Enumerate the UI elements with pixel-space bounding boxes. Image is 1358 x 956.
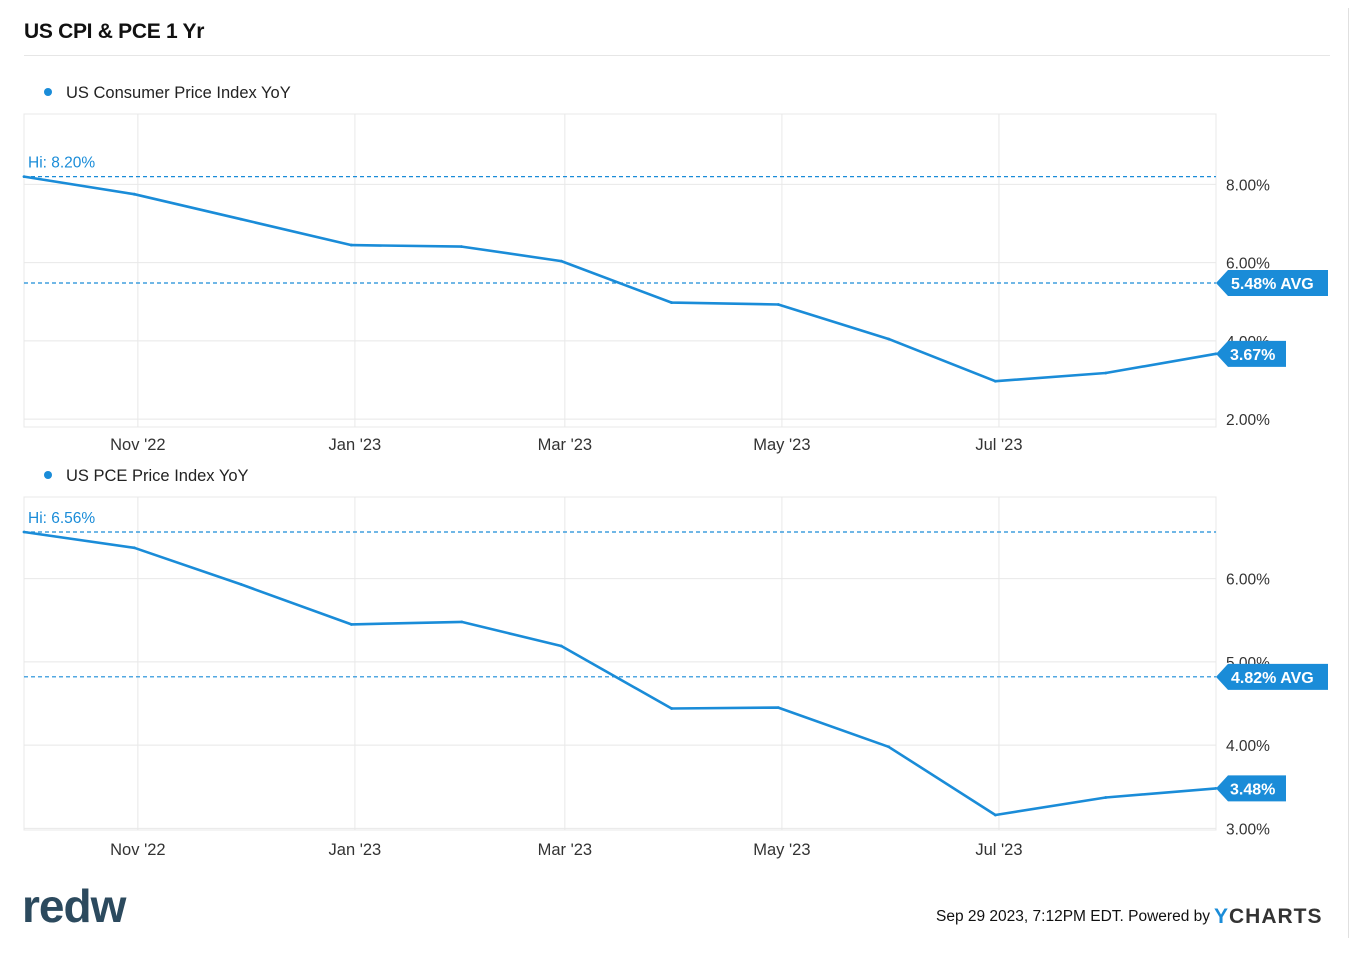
- x-tick-label: Jul '23: [975, 436, 1022, 454]
- series-point: [887, 337, 891, 341]
- chart-panel-1: US Consumer Price Index YoY8.00%6.00%4.0…: [22, 84, 1328, 454]
- avg-tag-label: 5.48% AVG: [1231, 276, 1314, 293]
- series-point: [349, 243, 353, 247]
- y-tick-label: 6.00%: [1226, 572, 1270, 589]
- avg-tag-label: 4.82% AVG: [1231, 670, 1314, 687]
- legend-marker: [44, 88, 52, 96]
- series-point: [993, 379, 997, 383]
- avg-tag: [1216, 663, 1328, 690]
- y-tick-label: 4.00%: [1226, 738, 1270, 755]
- series-point: [670, 301, 673, 304]
- series-point: [776, 706, 780, 710]
- x-tick-label: Jul '23: [975, 841, 1022, 859]
- series-point: [239, 217, 243, 221]
- series-point: [132, 546, 136, 550]
- last-value-tag: [1216, 775, 1286, 802]
- series-point: [349, 622, 353, 626]
- chart-panel-2: US PCE Price Index YoY6.00%5.00%4.00%3.0…: [22, 467, 1328, 859]
- series-point: [22, 175, 26, 179]
- series-point: [1104, 371, 1108, 375]
- legend-label: US PCE Price Index YoY: [66, 467, 249, 485]
- x-tick-label: May '23: [753, 436, 810, 454]
- y-tick-label: 8.00%: [1226, 177, 1270, 194]
- last-value-label: 3.67%: [1230, 347, 1275, 364]
- x-tick-label: Mar '23: [538, 436, 593, 454]
- x-tick-label: Nov '22: [110, 436, 165, 454]
- chart-frame: [8, 8, 1349, 938]
- chart-title: US CPI & PCE 1 Yr: [24, 20, 205, 43]
- hi-label: Hi: 8.20%: [28, 155, 95, 172]
- avg-tag: [1216, 270, 1328, 297]
- series-point: [887, 745, 891, 749]
- series-point: [22, 530, 26, 534]
- ycharts-logo-y: Y: [1214, 905, 1230, 928]
- y-tick-label: 3.00%: [1226, 821, 1270, 838]
- redw-logo: redw: [22, 880, 152, 935]
- x-tick-label: May '23: [753, 841, 810, 859]
- series-line: [23, 175, 1217, 383]
- legend-marker: [44, 471, 52, 479]
- series-point: [993, 813, 997, 817]
- series-point: [460, 245, 464, 249]
- series-line: [23, 530, 1217, 817]
- series-point: [559, 644, 563, 648]
- x-tick-label: Jan '23: [329, 841, 382, 859]
- footer-timestamp: Sep 29 2023, 7:12PM EDT. Powered by: [936, 908, 1210, 925]
- x-tick-label: Mar '23: [538, 841, 593, 859]
- y-tick-label: 2.00%: [1226, 412, 1270, 429]
- series-point: [460, 620, 464, 624]
- logo-text: redw: [22, 880, 127, 930]
- ycharts-logo-rest: CHARTS: [1229, 905, 1323, 928]
- series-point: [559, 259, 563, 263]
- series-point: [1104, 796, 1108, 799]
- series-point: [132, 192, 136, 196]
- y-tick-label: 6.00%: [1226, 256, 1270, 273]
- series-point: [670, 707, 673, 710]
- plot-area: [23, 113, 1217, 428]
- title-divider: [24, 55, 1330, 56]
- ycharts-logo[interactable]: YCHARTS: [1214, 905, 1323, 929]
- plot-area: [23, 496, 1217, 831]
- hi-label: Hi: 6.56%: [28, 510, 95, 527]
- series-point: [239, 583, 243, 586]
- series-point: [776, 303, 780, 306]
- last-value-tag: [1216, 340, 1286, 367]
- last-value-label: 3.48%: [1230, 781, 1275, 798]
- legend-label: US Consumer Price Index YoY: [66, 84, 291, 102]
- x-tick-label: Jan '23: [329, 436, 382, 454]
- x-tick-label: Nov '22: [110, 841, 165, 859]
